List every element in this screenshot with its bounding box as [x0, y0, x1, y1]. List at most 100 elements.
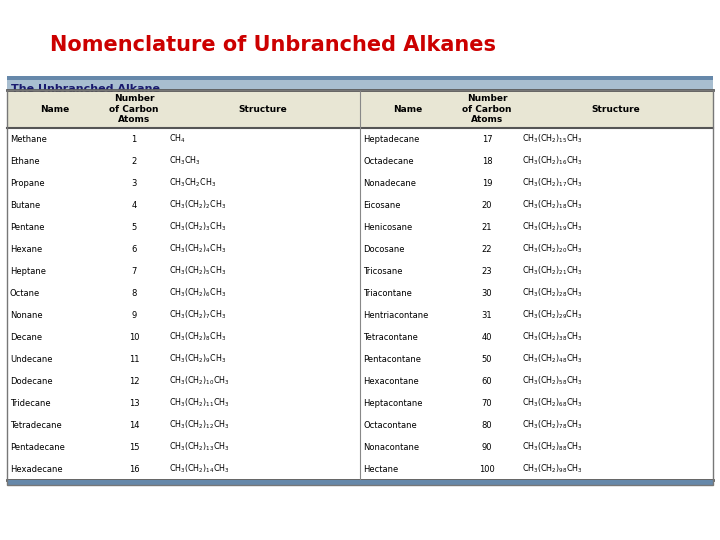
Text: 1: 1 — [132, 134, 137, 144]
Text: Pentacontane: Pentacontane — [363, 354, 421, 363]
Text: 100: 100 — [480, 464, 495, 474]
Text: Hexadecane: Hexadecane — [10, 464, 63, 474]
Text: 15: 15 — [129, 442, 140, 451]
Text: Octane: Octane — [10, 288, 40, 298]
Text: 19: 19 — [482, 179, 492, 187]
Text: Nonane: Nonane — [10, 310, 42, 320]
Text: Docosane: Docosane — [363, 245, 405, 253]
Text: Heptadecane: Heptadecane — [363, 134, 419, 144]
Text: CH$_3$(CH$_2$)$_{10}$CH$_3$: CH$_3$(CH$_2$)$_{10}$CH$_3$ — [169, 375, 230, 387]
Text: 70: 70 — [482, 399, 492, 408]
Text: Triacontane: Triacontane — [363, 288, 412, 298]
Text: CH$_3$CH$_2$CH$_3$: CH$_3$CH$_2$CH$_3$ — [169, 177, 216, 189]
Text: The Unbranched Alkane: The Unbranched Alkane — [11, 84, 160, 94]
Text: 5: 5 — [132, 222, 137, 232]
Text: 3: 3 — [131, 179, 137, 187]
Text: Undecane: Undecane — [10, 354, 53, 363]
Text: Eicosane: Eicosane — [363, 200, 400, 210]
Text: 6: 6 — [131, 245, 137, 253]
Bar — [7, 76, 713, 80]
Text: 50: 50 — [482, 354, 492, 363]
Text: Octadecane: Octadecane — [363, 157, 413, 165]
Bar — [7, 80, 713, 98]
Text: CH$_3$(CH$_2$)$_{20}$CH$_3$: CH$_3$(CH$_2$)$_{20}$CH$_3$ — [522, 243, 582, 255]
Bar — [7, 90, 713, 128]
Text: CH$_3$(CH$_2$)$_7$CH$_3$: CH$_3$(CH$_2$)$_7$CH$_3$ — [169, 309, 226, 321]
Text: Tricosane: Tricosane — [363, 267, 402, 275]
Text: CH$_3$(CH$_2$)$_{21}$CH$_3$: CH$_3$(CH$_2$)$_{21}$CH$_3$ — [522, 265, 582, 277]
Text: CH$_3$(CH$_2$)$_{68}$CH$_3$: CH$_3$(CH$_2$)$_{68}$CH$_3$ — [522, 397, 582, 409]
Text: Name: Name — [40, 105, 69, 113]
Text: CH$_3$(CH$_2$)$_{58}$CH$_3$: CH$_3$(CH$_2$)$_{58}$CH$_3$ — [522, 375, 582, 387]
Text: CH$_3$(CH$_2$)$_{17}$CH$_3$: CH$_3$(CH$_2$)$_{17}$CH$_3$ — [522, 177, 582, 189]
Text: Number
of Carbon
Atoms: Number of Carbon Atoms — [109, 94, 159, 124]
Text: CH$_3$(CH$_2$)$_8$CH$_3$: CH$_3$(CH$_2$)$_8$CH$_3$ — [169, 330, 226, 343]
Text: Hexane: Hexane — [10, 245, 42, 253]
Text: CH$_3$(CH$_2$)$_{11}$CH$_3$: CH$_3$(CH$_2$)$_{11}$CH$_3$ — [169, 397, 230, 409]
Text: CH$_3$(CH$_2$)$_9$CH$_3$: CH$_3$(CH$_2$)$_9$CH$_3$ — [169, 353, 226, 365]
Text: Octacontane: Octacontane — [363, 421, 417, 429]
Text: CH$_3$(CH$_2$)$_5$CH$_3$: CH$_3$(CH$_2$)$_5$CH$_3$ — [169, 265, 226, 277]
Text: Tetradecane: Tetradecane — [10, 421, 62, 429]
Text: 40: 40 — [482, 333, 492, 341]
Text: 8: 8 — [131, 288, 137, 298]
Text: CH$_3$(CH$_2$)$_{88}$CH$_3$: CH$_3$(CH$_2$)$_{88}$CH$_3$ — [522, 441, 582, 453]
Text: Methane: Methane — [10, 134, 47, 144]
Text: CH$_3$(CH$_2$)$_4$CH$_3$: CH$_3$(CH$_2$)$_4$CH$_3$ — [169, 243, 226, 255]
Text: CH$_3$(CH$_2$)$_6$CH$_3$: CH$_3$(CH$_2$)$_6$CH$_3$ — [169, 287, 226, 299]
Text: Pentadecane: Pentadecane — [10, 442, 65, 451]
Text: 18: 18 — [482, 157, 492, 165]
Text: 9: 9 — [132, 310, 137, 320]
Text: Hentriacontane: Hentriacontane — [363, 310, 428, 320]
Text: 20: 20 — [482, 200, 492, 210]
Text: Hectane: Hectane — [363, 464, 398, 474]
Text: 60: 60 — [482, 376, 492, 386]
Text: 13: 13 — [129, 399, 140, 408]
Text: CH$_3$(CH$_2$)$_{38}$CH$_3$: CH$_3$(CH$_2$)$_{38}$CH$_3$ — [522, 330, 582, 343]
Text: CH$_3$(CH$_2$)$_{14}$CH$_3$: CH$_3$(CH$_2$)$_{14}$CH$_3$ — [169, 463, 230, 475]
Text: Tridecane: Tridecane — [10, 399, 50, 408]
Text: Number
of Carbon
Atoms: Number of Carbon Atoms — [462, 94, 512, 124]
Text: Heptacontane: Heptacontane — [363, 399, 423, 408]
Text: Nonadecane: Nonadecane — [363, 179, 416, 187]
Bar — [7, 90, 713, 485]
Text: Butane: Butane — [10, 200, 40, 210]
Text: CH$_3$(CH$_2$)$_{48}$CH$_3$: CH$_3$(CH$_2$)$_{48}$CH$_3$ — [522, 353, 582, 365]
Text: CH$_3$(CH$_2$)$_{19}$CH$_3$: CH$_3$(CH$_2$)$_{19}$CH$_3$ — [522, 221, 582, 233]
Text: Decane: Decane — [10, 333, 42, 341]
Text: Propane: Propane — [10, 179, 45, 187]
Text: 31: 31 — [482, 310, 492, 320]
Text: CH$_3$(CH$_2$)$_{13}$CH$_3$: CH$_3$(CH$_2$)$_{13}$CH$_3$ — [169, 441, 230, 453]
Text: CH$_3$(CH$_2$)$_3$CH$_3$: CH$_3$(CH$_2$)$_3$CH$_3$ — [169, 221, 226, 233]
Text: 2: 2 — [132, 157, 137, 165]
Text: CH$_3$(CH$_2$)$_2$CH$_3$: CH$_3$(CH$_2$)$_2$CH$_3$ — [169, 199, 226, 211]
Text: 16: 16 — [129, 464, 140, 474]
Text: CH$_3$CH$_3$: CH$_3$CH$_3$ — [169, 155, 201, 167]
Text: 22: 22 — [482, 245, 492, 253]
Text: Heptane: Heptane — [10, 267, 46, 275]
Text: CH$_3$(CH$_2$)$_{78}$CH$_3$: CH$_3$(CH$_2$)$_{78}$CH$_3$ — [522, 418, 582, 431]
Text: Name: Name — [393, 105, 422, 113]
Text: CH$_3$(CH$_2$)$_{15}$CH$_3$: CH$_3$(CH$_2$)$_{15}$CH$_3$ — [522, 133, 582, 145]
Text: 10: 10 — [129, 333, 140, 341]
Text: 4: 4 — [132, 200, 137, 210]
Text: Nomenclature of Unbranched Alkanes: Nomenclature of Unbranched Alkanes — [50, 35, 496, 55]
Text: 11: 11 — [129, 354, 140, 363]
Text: 17: 17 — [482, 134, 492, 144]
Text: CH$_3$(CH$_2$)$_{12}$CH$_3$: CH$_3$(CH$_2$)$_{12}$CH$_3$ — [169, 418, 230, 431]
Text: CH$_3$(CH$_2$)$_{18}$CH$_3$: CH$_3$(CH$_2$)$_{18}$CH$_3$ — [522, 199, 582, 211]
Text: Hexacontane: Hexacontane — [363, 376, 419, 386]
Text: Pentane: Pentane — [10, 222, 45, 232]
Bar — [7, 480, 713, 485]
Text: 14: 14 — [129, 421, 140, 429]
Text: 12: 12 — [129, 376, 140, 386]
Text: 7: 7 — [131, 267, 137, 275]
Text: 90: 90 — [482, 442, 492, 451]
Text: Ethane: Ethane — [10, 157, 40, 165]
Text: CH$_3$(CH$_2$)$_{28}$CH$_3$: CH$_3$(CH$_2$)$_{28}$CH$_3$ — [522, 287, 582, 299]
Text: CH$_4$: CH$_4$ — [169, 133, 186, 145]
Text: CH$_3$(CH$_2$)$_{16}$CH$_3$: CH$_3$(CH$_2$)$_{16}$CH$_3$ — [522, 155, 582, 167]
Text: 23: 23 — [482, 267, 492, 275]
Text: Structure: Structure — [592, 105, 640, 113]
Text: Structure: Structure — [238, 105, 287, 113]
